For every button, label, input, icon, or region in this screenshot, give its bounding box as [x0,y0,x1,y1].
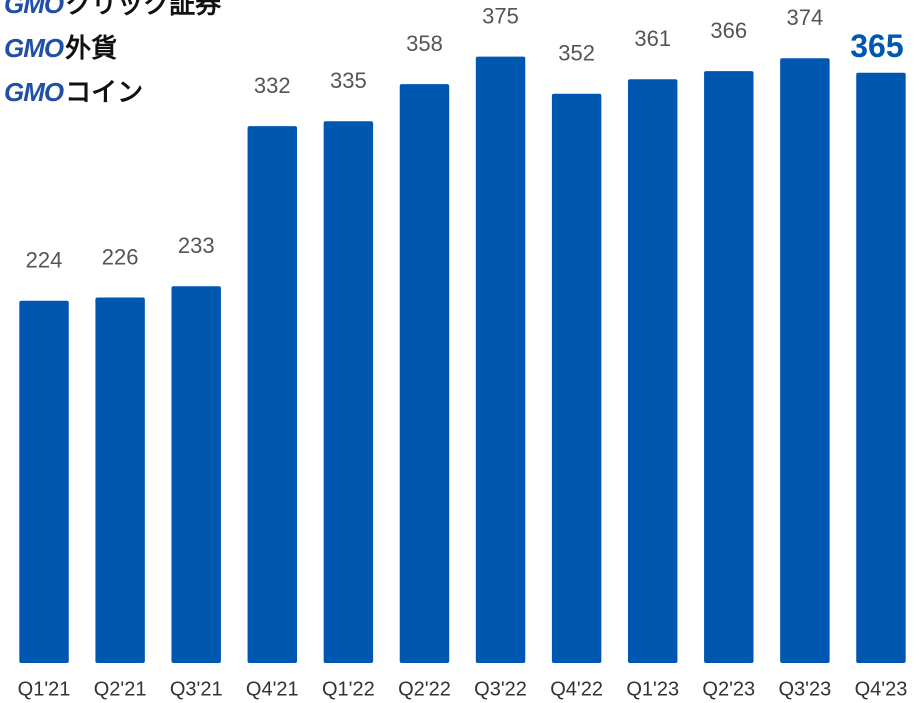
x-tick-label: Q2'21 [94,678,147,700]
value-label: 352 [558,41,595,66]
x-tick-label: Q4'23 [855,678,908,700]
value-label: 366 [710,18,747,43]
logo-name: コイン [65,77,144,107]
value-label: 335 [330,68,367,93]
bar [247,126,298,663]
value-label: 224 [26,248,63,273]
bar [704,71,754,663]
bar [323,121,374,663]
value-label: 361 [634,26,671,51]
logo: GMOクリック証券 [4,0,221,26]
bar [19,300,69,663]
value-label: 332 [254,73,291,98]
logo: GMO外貨 [4,26,221,70]
x-tick-label: Q4'21 [246,678,299,700]
logo-name: 外貨 [65,33,118,63]
logo-brand: GMO [4,33,64,63]
value-label: 365 [850,28,903,64]
bar [95,297,145,663]
x-tick-label: Q3'21 [170,678,223,700]
x-tick-label: Q3'23 [779,678,832,700]
logo: GMOコイン [4,70,221,114]
bar [399,84,450,663]
x-tick-label: Q3'22 [474,678,527,700]
bar [551,93,602,664]
logo-brand: GMO [4,77,64,107]
value-label: 358 [406,31,443,56]
bar [475,56,526,664]
value-label: 233 [178,233,215,258]
bar [780,58,830,663]
x-tick-label: Q2'23 [702,678,755,700]
value-label: 374 [787,5,824,30]
bar [627,79,678,664]
bar [171,286,221,663]
value-label: 375 [482,3,519,28]
logo-brand: GMO [4,0,64,19]
logo-name: クリック証券 [65,0,222,19]
x-tick-label: Q1'23 [626,678,679,700]
logos: GMOクリック証券 GMO外貨 GMOコイン [4,0,221,114]
x-tick-label: Q2'22 [398,678,451,700]
bar [856,72,906,663]
x-tick-label: Q1'21 [18,678,71,700]
value-label: 226 [102,244,139,269]
x-tick-label: Q4'22 [550,678,603,700]
x-tick-label: Q1'22 [322,678,375,700]
